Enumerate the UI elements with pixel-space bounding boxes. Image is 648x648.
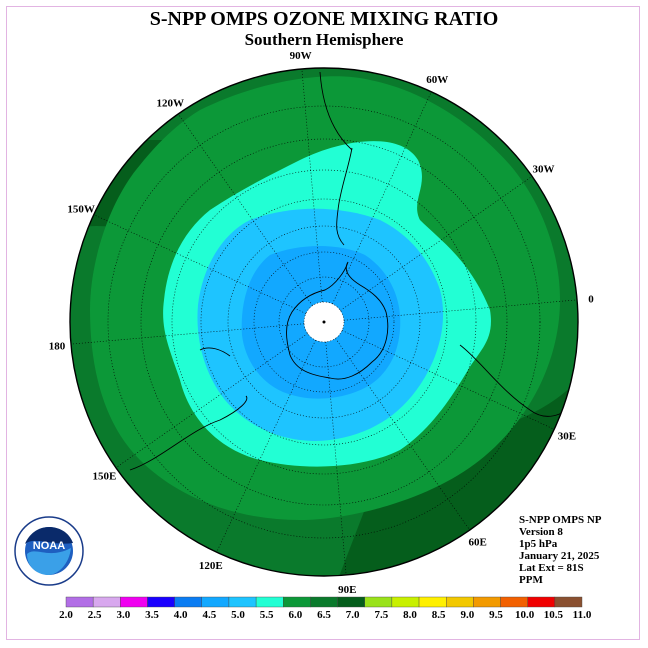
date-label: January 21, 2025 <box>519 550 600 562</box>
figure-frame <box>6 6 640 640</box>
info-panel: S-NPP OMPS NP Version 8 1p5 hPa January … <box>519 514 602 586</box>
meridian-line <box>343 299 578 321</box>
longitude-label: 0 <box>588 294 594 306</box>
south-america-west-coastline <box>319 71 353 151</box>
meridian-line <box>325 341 347 576</box>
units-label: PPM <box>519 574 543 586</box>
level-label: 1p5 hPa <box>519 538 558 550</box>
south-pole-marker <box>322 320 326 324</box>
longitude-label: 90E <box>338 584 356 596</box>
meridian-line <box>178 113 313 306</box>
meridian-line <box>335 338 470 531</box>
instrument-label: S-NPP OMPS NP <box>519 514 602 526</box>
meridian-line <box>341 330 555 430</box>
new-zealand-coastline <box>199 347 231 357</box>
longitude-grid <box>70 68 578 576</box>
map-subtitle: Southern Hemisphere <box>244 30 404 49</box>
noaa-logo-text: NOAA <box>33 540 65 552</box>
ozone-field <box>70 68 578 576</box>
meridian-line <box>115 333 308 468</box>
lat-ext-label: Lat Ext = 81S <box>519 562 584 574</box>
longitude-label: 30W <box>533 163 555 175</box>
meridian-line <box>70 323 305 345</box>
noaa-logo: NOAA <box>14 516 84 586</box>
longitude-label: 90W <box>290 50 312 62</box>
meridian-line <box>340 176 533 311</box>
south-america-coastline <box>336 147 353 246</box>
longitude-labels: 90W 60W 30W 0 30E 60E 90E 120E 150E 180 150W 120W <box>49 50 594 596</box>
longitude-label: 30E <box>558 430 576 442</box>
longitude-label: 180 <box>49 340 66 352</box>
longitude-label: 150E <box>93 471 117 483</box>
latitude-grid <box>107 105 541 539</box>
longitude-label: 60W <box>426 74 448 86</box>
longitude-label: 150W <box>67 204 95 216</box>
meridian-line <box>216 339 316 553</box>
meridian-line <box>301 68 323 303</box>
longitude-label: 120W <box>157 97 185 109</box>
meridian-line <box>332 91 432 305</box>
map-title: S-NPP OMPS OZONE MIXING RATIO <box>149 8 499 30</box>
version-label: Version 8 <box>519 526 563 538</box>
antarctica-coastline <box>286 261 389 380</box>
australia-coastline <box>129 395 248 471</box>
longitude-label: 60E <box>469 537 487 549</box>
meridian-line <box>93 214 307 314</box>
longitude-label: 120E <box>199 560 223 572</box>
map-boundary <box>69 67 579 577</box>
